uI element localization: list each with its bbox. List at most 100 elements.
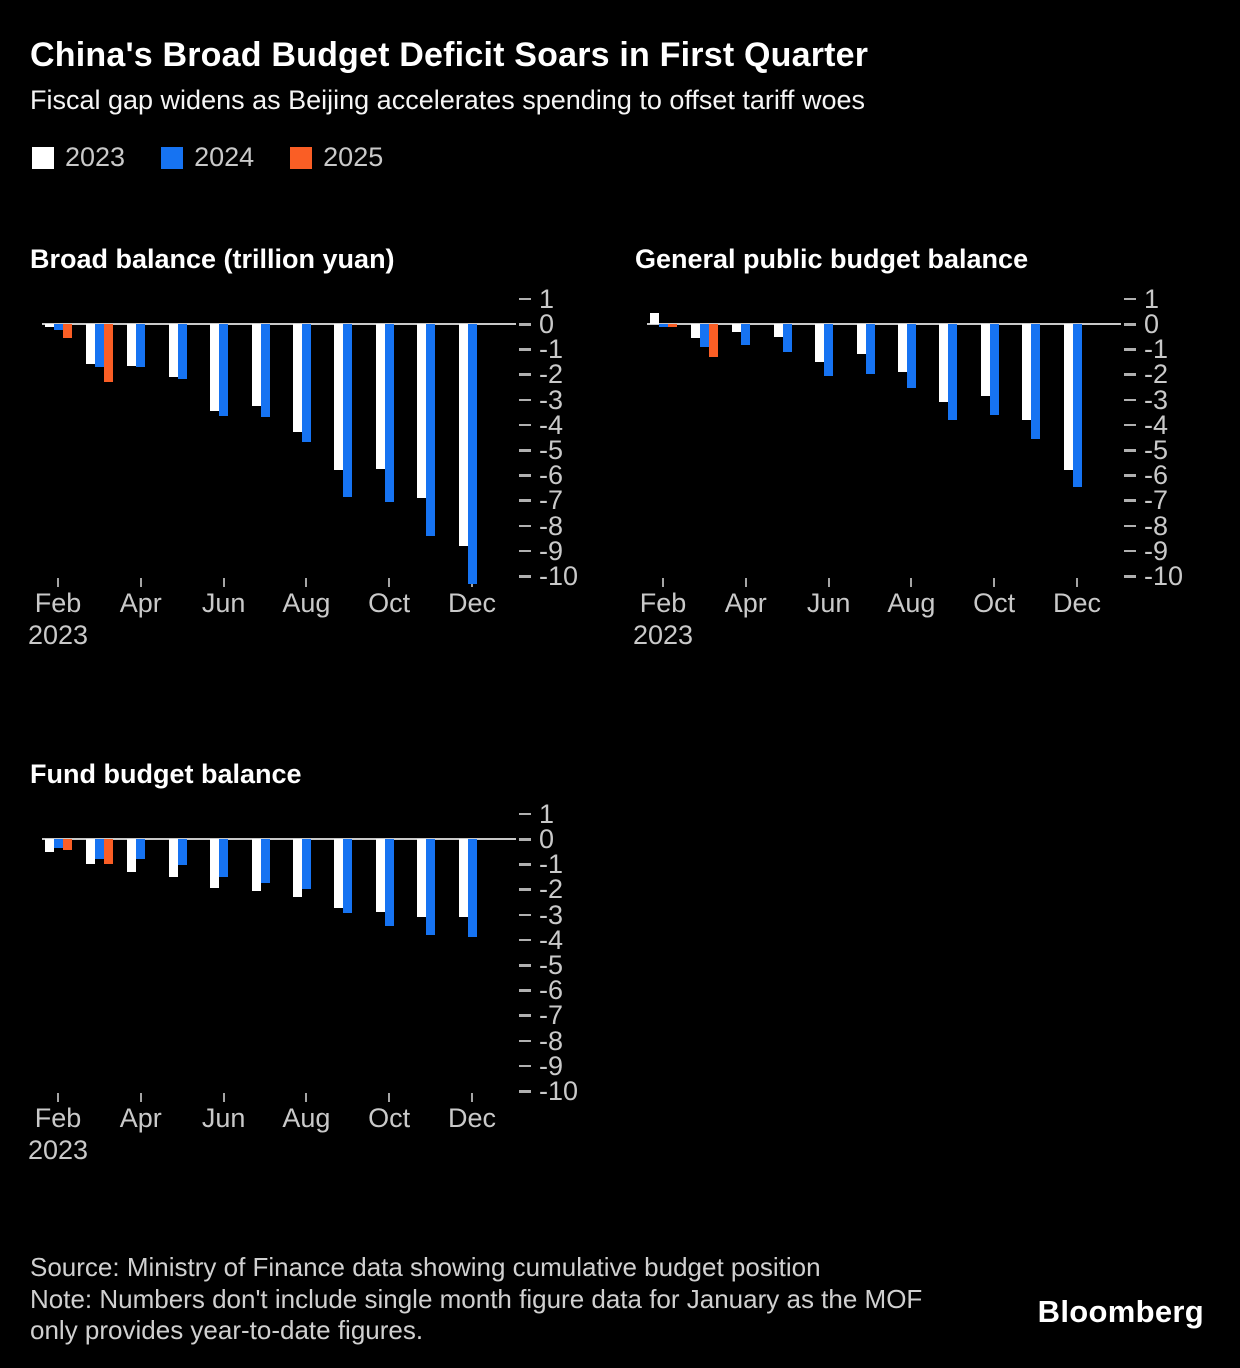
- bar-2024-mar: [699, 324, 709, 347]
- zero-baseline: [42, 838, 516, 840]
- chart-broad-balance: Broad balance (trillion yuan) 1 0 -1 -2 -3 -4…: [28, 222, 630, 692]
- x-tick-Oct: [388, 578, 391, 587]
- legend-label-2023: 2023: [65, 142, 126, 172]
- legend-label-2024: 2024: [194, 142, 255, 172]
- legend-item-2025: 2025: [290, 142, 383, 173]
- x-tick-Jun: [222, 578, 225, 587]
- legend-swatch-2024: [161, 146, 184, 169]
- bar-2023-dec: [458, 324, 468, 546]
- y-tick--1: [1124, 348, 1136, 351]
- legend-swatch-2025: [290, 146, 313, 169]
- x-tick-label-Dec: Dec: [447, 588, 496, 618]
- bar-2025-feb: [667, 324, 677, 327]
- bar-2023-mar: [85, 324, 95, 365]
- y-tick-0: [1124, 323, 1136, 326]
- bar-2024-may: [177, 324, 187, 380]
- bar-2023-may: [168, 324, 178, 377]
- y-tick-label--6: -6: [539, 975, 564, 1006]
- zero-baseline: [42, 323, 516, 325]
- legend-swatch-2023: [32, 146, 54, 169]
- chart-title-broad-balance: Broad balance (trillion yuan): [30, 244, 395, 275]
- x-tick-label-Feb: Feb: [639, 588, 687, 618]
- bar-2024-aug: [906, 324, 916, 389]
- y-tick--1: [519, 348, 531, 351]
- y-tick--10: [519, 1090, 531, 1093]
- bar-2025-mar: [103, 839, 113, 865]
- x-tick-Oct: [993, 578, 996, 587]
- y-tick-0: [519, 323, 531, 326]
- legend-item-2024: 2024: [161, 142, 254, 173]
- bar-2023-feb: [44, 839, 54, 852]
- y-tick--3: [519, 913, 531, 917]
- y-tick-label--9: -9: [539, 1050, 564, 1081]
- x-tick-label-Oct: Oct: [368, 1103, 411, 1133]
- bar-2023-may: [168, 839, 178, 877]
- bar-2024-feb: [53, 324, 63, 331]
- bar-2024-apr: [741, 324, 751, 346]
- bar-2024-sep: [343, 839, 353, 914]
- y-tick--6: [519, 989, 531, 992]
- x-axis-year-label: 2023: [632, 620, 694, 650]
- y-tick-1: [519, 297, 531, 301]
- y-tick-label-0: 0: [539, 309, 555, 339]
- x-tick-label-Dec: Dec: [1052, 588, 1101, 618]
- y-tick--10: [519, 575, 531, 578]
- y-tick-label--8: -8: [1144, 510, 1169, 541]
- y-tick-label--8: -8: [539, 1025, 564, 1056]
- x-tick-label-Oct: Oct: [973, 588, 1016, 618]
- y-tick--9: [519, 549, 531, 553]
- x-tick-label-Jun: Jun: [806, 588, 851, 618]
- bar-2024-dec: [1072, 324, 1082, 487]
- zero-baseline: [647, 323, 1121, 325]
- legend-label-2025: 2025: [323, 142, 384, 172]
- bar-2023-dec: [458, 839, 468, 918]
- y-tick-label--6: -6: [1144, 460, 1169, 491]
- note-line: Note: Numbers don't include single month…: [30, 1283, 923, 1346]
- y-tick-label--7: -7: [539, 485, 564, 516]
- bar-2024-oct: [989, 324, 999, 415]
- bar-2023-mar: [690, 324, 700, 338]
- bar-2025-feb: [62, 839, 72, 851]
- x-tick-Aug: [910, 578, 913, 587]
- bar-2024-apr: [136, 324, 146, 367]
- y-tick--5: [519, 964, 531, 967]
- y-tick-label--3: -3: [539, 899, 564, 930]
- bar-2024-jun: [824, 324, 834, 376]
- bar-2024-dec: [467, 839, 477, 938]
- legend: 2023 2024 2025: [32, 142, 383, 173]
- bar-2023-aug: [292, 839, 302, 897]
- bar-2025-mar: [708, 324, 718, 357]
- bar-2023-sep: [334, 839, 344, 909]
- bar-2023-apr: [127, 324, 137, 366]
- x-tick-label-Apr: Apr: [724, 588, 767, 618]
- y-tick--8: [519, 1039, 531, 1043]
- y-tick--10: [1124, 575, 1136, 578]
- y-tick--7: [519, 1014, 531, 1017]
- y-tick-label--9: -9: [539, 535, 564, 566]
- y-tick-label--6: -6: [539, 460, 564, 491]
- y-tick-label--1: -1: [1144, 334, 1169, 365]
- bar-2023-sep: [334, 324, 344, 471]
- x-tick-Dec: [1076, 578, 1078, 587]
- y-tick--3: [519, 398, 531, 402]
- bar-2024-apr: [136, 839, 146, 860]
- x-tick-Oct: [388, 1093, 391, 1102]
- bar-2024-jul: [865, 324, 875, 375]
- y-tick-label-1: 1: [539, 798, 555, 829]
- x-tick-label-Jun: Jun: [201, 1103, 246, 1133]
- y-tick--7: [519, 499, 531, 502]
- bar-2024-feb: [658, 324, 668, 327]
- bar-2023-oct: [375, 839, 385, 913]
- bar-2023-jun: [210, 839, 220, 889]
- bar-2023-apr: [127, 839, 137, 872]
- y-tick--1: [519, 863, 531, 866]
- y-tick--6: [1124, 474, 1136, 477]
- bar-2024-jun: [219, 839, 229, 877]
- bar-2024-nov: [426, 839, 436, 935]
- x-tick-Feb: [662, 578, 664, 587]
- y-tick--7: [1124, 499, 1136, 502]
- bar-2023-aug: [292, 324, 302, 433]
- y-tick-label--1: -1: [539, 849, 564, 880]
- y-tick-label--4: -4: [539, 924, 564, 955]
- bar-2023-oct: [375, 324, 385, 469]
